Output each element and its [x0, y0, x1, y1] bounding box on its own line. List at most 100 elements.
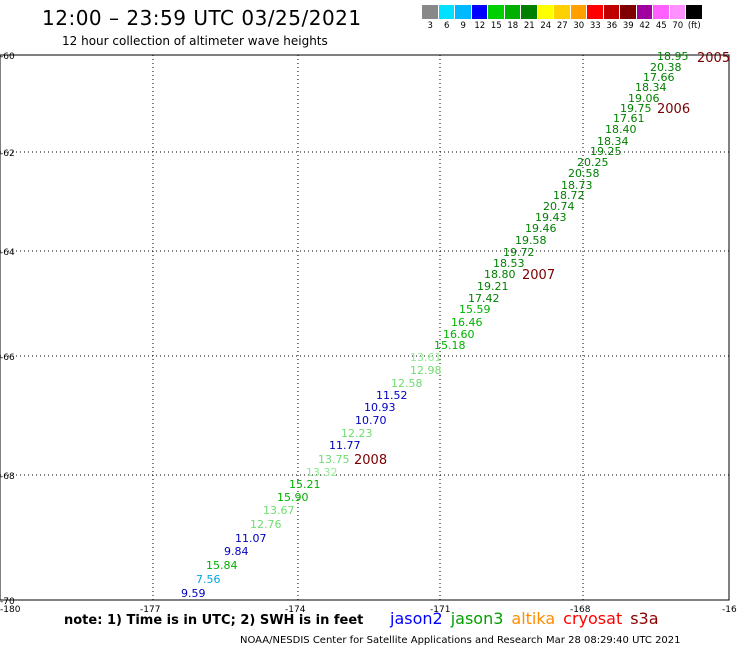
- swh-value-label: 19.43: [535, 211, 567, 224]
- longitude-label: -171: [430, 605, 450, 615]
- swh-value-label: 18.95: [657, 50, 689, 63]
- colorbar-swatch: [620, 5, 637, 19]
- swh-value-label: 20.58: [568, 167, 600, 180]
- swh-value-label: 19.06: [628, 92, 660, 105]
- colorbar-label: 39: [622, 21, 634, 31]
- colorbar-label: 27: [556, 21, 568, 31]
- map-frame: [0, 54, 730, 601]
- swh-value-label: 19.58: [515, 234, 547, 247]
- swh-value-label: 18.34: [635, 81, 667, 94]
- colorbar-label: 24: [540, 21, 552, 31]
- time-mark-label: 2005: [697, 51, 730, 66]
- latitude-label: -62: [0, 149, 15, 159]
- swh-value-label: 15.18: [434, 339, 466, 352]
- swh-value-label: 12.23: [341, 427, 373, 440]
- colorbar-label: 36: [606, 21, 618, 31]
- colorbar-swatch: [488, 5, 505, 19]
- swh-value-label: 15.84: [206, 559, 238, 572]
- swh-value-label: 15.21: [289, 478, 321, 491]
- swh-value-label: 20.25: [577, 156, 609, 169]
- longitude-label: -168: [570, 605, 591, 615]
- colorbar-swatch: [422, 5, 439, 19]
- wave-height-colorbar: 3 6 9 12 15 18 21 24 27 30 33 36 39 42 45 70 (ft): [422, 5, 703, 31]
- colorbar-label: 3: [427, 21, 433, 31]
- swh-value-label: 18.40: [605, 123, 637, 136]
- swh-value-label: 18.80: [484, 268, 516, 281]
- swh-value-label: 12.76: [250, 518, 282, 531]
- time-mark-label: 2008: [354, 453, 387, 468]
- colorbar-label: 45: [655, 21, 667, 31]
- colorbar-label: 21: [523, 21, 535, 31]
- colorbar-label: 18: [507, 21, 519, 31]
- swh-value-label: 17.66: [643, 71, 675, 84]
- time-mark-label: 2006: [657, 102, 690, 117]
- swh-value-label: 15.59: [459, 303, 491, 316]
- map-title: 12:00 – 23:59 UTC 03/25/2021: [42, 6, 362, 30]
- swh-value-label: 12.58: [391, 377, 423, 390]
- swh-value-label: 19.21: [477, 280, 509, 293]
- colorbar-label: 15: [490, 21, 502, 31]
- colorbar-label: 33: [589, 21, 601, 31]
- latitude-label: -60: [0, 52, 15, 62]
- longitude-label: -180: [0, 605, 21, 615]
- colorbar-swatch: [653, 5, 670, 19]
- colorbar-swatch: [504, 5, 521, 19]
- colorbar-swatch: [686, 5, 703, 19]
- colorbar-swatch: [554, 5, 571, 19]
- swh-value-label: 15.90: [277, 491, 309, 504]
- colorbar-label: 12: [474, 21, 486, 31]
- swh-value-label: 13.67: [263, 504, 295, 517]
- colorbar-label: 42: [639, 21, 651, 31]
- swh-value-label: 7.56: [196, 573, 221, 586]
- swh-value-label: 13.32: [306, 466, 338, 479]
- latitude-label: -66: [0, 353, 15, 363]
- colorbar-swatch: [471, 5, 488, 19]
- colorbar-label: 6: [444, 21, 450, 31]
- swh-value-label: 12.98: [410, 364, 442, 377]
- latitude-label: -70: [0, 597, 15, 607]
- colorbar-swatch: [603, 5, 620, 19]
- swh-value-label: 9.59: [181, 587, 206, 600]
- credit-footer: NOAA/NESDIS Center for Satellite Applica…: [240, 635, 681, 646]
- satellite-legend-item: jason2: [390, 609, 443, 628]
- satellite-legend: jason2 jason3 altika cryosat s3a: [390, 609, 667, 628]
- swh-value-label: 20.38: [650, 61, 682, 74]
- satellite-legend-item: jason3: [450, 609, 504, 628]
- colorbar-label: (ft): [687, 21, 701, 31]
- swh-value-label: 9.84: [224, 545, 249, 558]
- swh-value-label: 10.70: [355, 414, 387, 427]
- map-subtitle: 12 hour collection of altimeter wave hei…: [62, 34, 328, 48]
- swh-value-label: 19.72: [503, 246, 535, 259]
- swh-value-label: 11.52: [376, 389, 408, 402]
- colorbar-swatch: [570, 5, 587, 19]
- colorbar-swatch: [455, 5, 472, 19]
- swh-value-label: 16.46: [451, 316, 483, 329]
- colorbar-swatch: [537, 5, 554, 19]
- satellite-legend-item: altika: [511, 609, 556, 628]
- swh-value-label: 18.53: [493, 257, 525, 270]
- colorbar-label: 9: [460, 21, 466, 31]
- latitude-label: -64: [0, 248, 15, 258]
- swh-value-label: 19.75: [620, 102, 652, 115]
- swh-value-label: 11.77: [329, 439, 361, 452]
- longitude-label: -177: [140, 605, 160, 615]
- swh-value-label: 13.75: [318, 453, 350, 466]
- swh-value-label: 17.42: [468, 292, 500, 305]
- satellite-legend-item: s3a: [630, 609, 659, 628]
- longitude-label: -16: [722, 605, 737, 615]
- swh-value-label: 18.72: [553, 189, 585, 202]
- latitude-label: -68: [0, 472, 15, 482]
- satellite-legend-item: cryosat: [563, 609, 623, 628]
- colorbar-label: 70: [672, 21, 684, 31]
- colorbar-label: 30: [573, 21, 585, 31]
- swh-value-label: 20.74: [543, 200, 575, 213]
- swh-value-label: 18.34: [597, 135, 629, 148]
- swh-value-label: 16.60: [443, 328, 475, 341]
- swh-value-label: 19.25: [590, 145, 622, 158]
- swh-value-label: 17.61: [613, 112, 645, 125]
- time-mark-label: 2007: [522, 268, 555, 283]
- swh-value-label: 11.07: [235, 532, 267, 545]
- colorbar-swatch: [521, 5, 538, 19]
- colorbar-swatch: [636, 5, 653, 19]
